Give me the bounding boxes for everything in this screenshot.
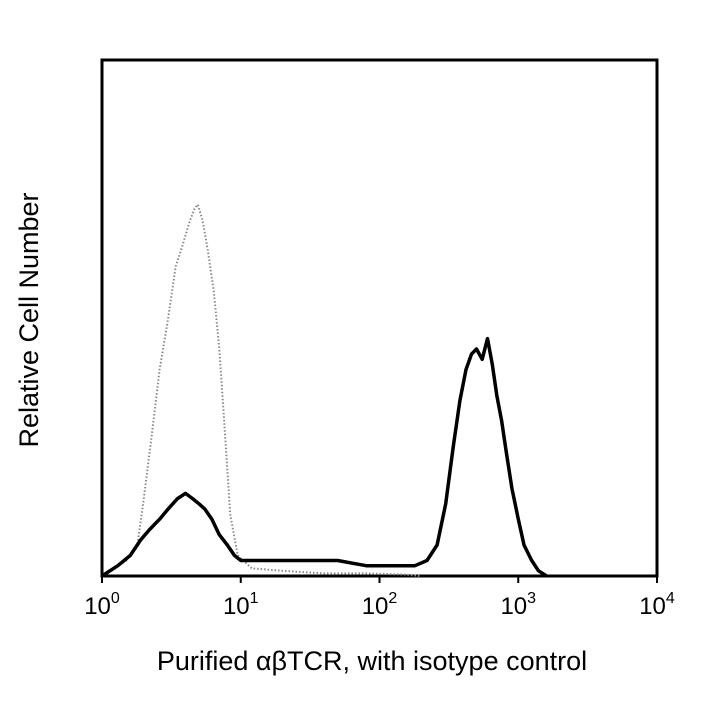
y-axis-title: Relative Cell Number [14,192,44,447]
x-axis-title: Purified αβTCR, with isotype control [157,646,587,676]
x-tick-label: 103 [500,590,536,620]
x-tick-label: 100 [84,590,120,620]
x-tick-label: 101 [223,590,259,620]
isotype-control-histogram [101,203,422,577]
series-layer [101,203,548,578]
plot-frame [100,58,659,578]
x-tick-label: 102 [362,590,398,620]
x-axis-ticks: 100 101 102 103 104 [84,576,675,620]
x-tick-label: 104 [639,590,675,620]
tcr-stain-histogram [101,336,548,578]
